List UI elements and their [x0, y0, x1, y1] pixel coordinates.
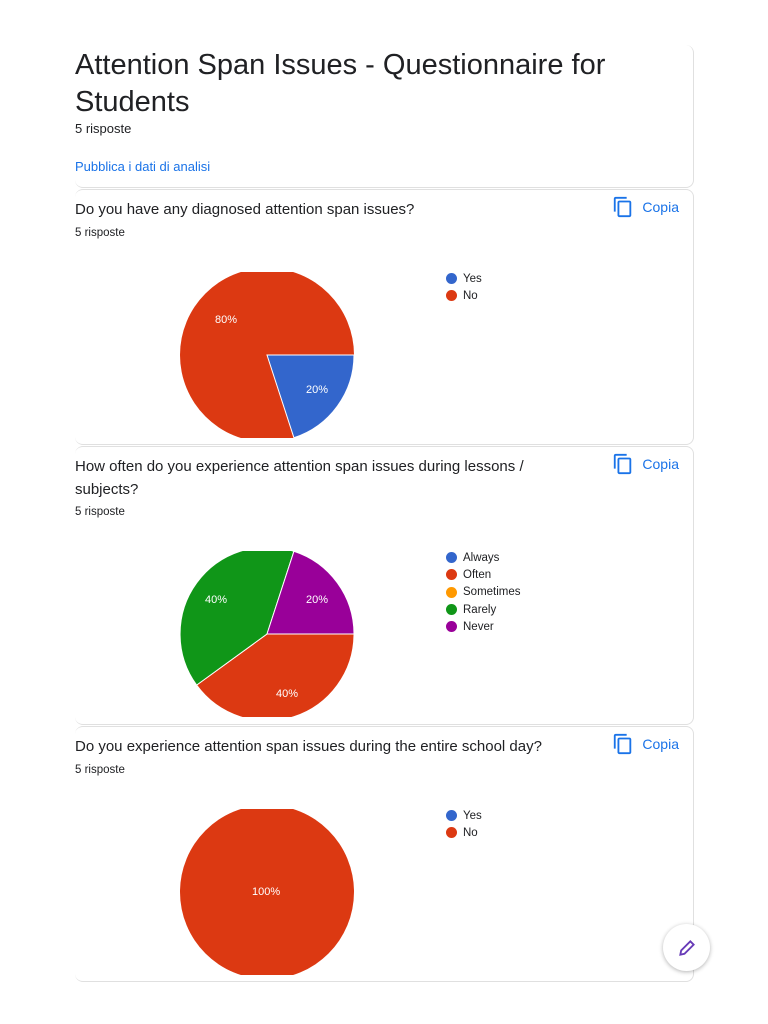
legend-item: Rarely — [446, 601, 521, 618]
copy-label: Copia — [642, 736, 679, 752]
question-title: Do you experience attention span issues … — [75, 738, 542, 755]
question-title: How often do you experience attention sp… — [75, 458, 524, 498]
legend-item: Never — [446, 618, 521, 635]
pie-chart: 100% — [180, 809, 354, 975]
copy-chart-button[interactable]: Copia — [612, 196, 679, 218]
copy-chart-button[interactable]: Copia — [612, 733, 679, 755]
question-card-2: How often do you experience attention sp… — [75, 446, 694, 725]
chart-legend: Yes No — [446, 270, 482, 305]
copy-label: Copia — [642, 199, 679, 215]
question-title: Do you have any diagnosed attention span… — [75, 201, 415, 218]
copy-icon — [614, 453, 632, 475]
svg-text:20%: 20% — [306, 384, 328, 396]
svg-text:80%: 80% — [215, 314, 237, 326]
copy-label: Copia — [642, 456, 679, 472]
question-response-count: 5 risposte — [75, 764, 125, 776]
copy-icon — [614, 196, 632, 218]
question-response-count: 5 risposte — [75, 506, 125, 518]
pie-chart: 80% 20% — [180, 272, 355, 438]
edit-fab-button[interactable] — [663, 924, 710, 971]
legend-item: Often — [446, 566, 521, 583]
legend-item: Always — [446, 549, 521, 566]
legend-item: Yes — [446, 807, 482, 824]
publish-analytics-link[interactable]: Pubblica i dati di analisi — [75, 159, 211, 174]
copy-chart-button[interactable]: Copia — [612, 453, 679, 475]
chart-legend: Yes No — [446, 807, 482, 842]
svg-text:40%: 40% — [205, 594, 227, 606]
question-card-1: Do you have any diagnosed attention span… — [75, 189, 694, 445]
legend-item: Sometimes — [446, 584, 521, 601]
total-response-count: 5 risposte — [75, 121, 132, 136]
question-card-3: Do you experience attention span issues … — [75, 726, 694, 982]
form-title: Attention Span Issues - Questionnaire fo… — [75, 49, 606, 118]
form-header-card: Attention Span Issues - Questionnaire fo… — [75, 45, 694, 188]
svg-text:40%: 40% — [276, 688, 298, 700]
copy-icon — [614, 733, 632, 755]
svg-text:100%: 100% — [252, 886, 280, 898]
legend-item: No — [446, 287, 482, 304]
legend-item: Yes — [446, 270, 482, 287]
svg-text:20%: 20% — [306, 594, 328, 606]
legend-item: No — [446, 824, 482, 841]
question-response-count: 5 risposte — [75, 227, 125, 239]
chart-legend: Always Often Sometimes Rarely Never — [446, 549, 521, 635]
pie-chart: 40% 20% 40% — [179, 551, 355, 717]
pencil-icon — [678, 939, 695, 956]
